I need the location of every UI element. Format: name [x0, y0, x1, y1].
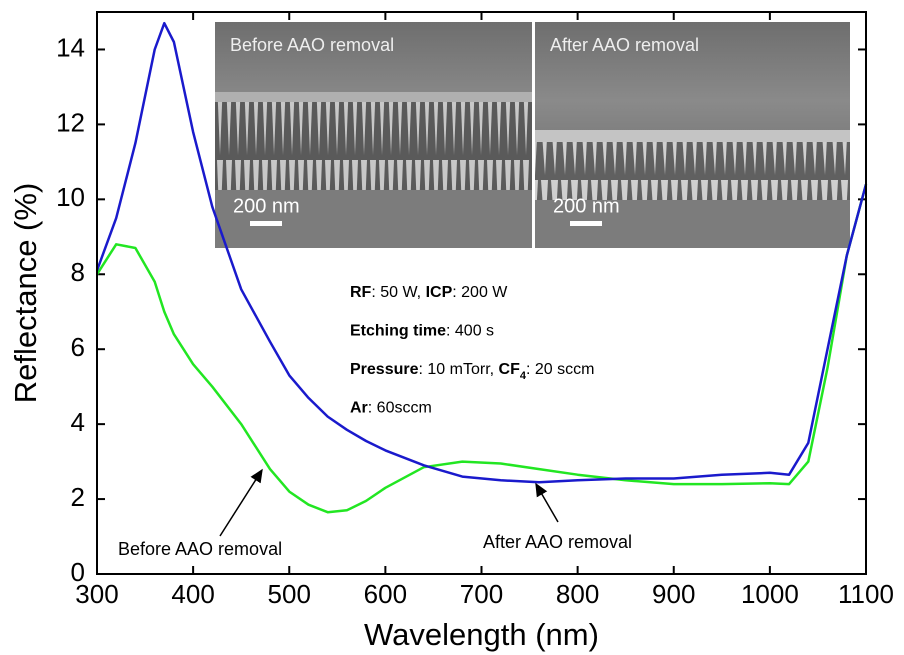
scale-label: 200 nm	[233, 195, 300, 217]
y-tick-label: 14	[56, 32, 85, 62]
inset-label: Before AAO removal	[230, 35, 394, 55]
condition-part: CF	[499, 361, 521, 378]
condition-line: Ar: 60sccm	[350, 400, 432, 417]
x-tick-label: 900	[652, 579, 695, 609]
plot-frame	[96, 11, 867, 575]
inset-image	[215, 22, 850, 248]
condition-part: : 20 sccm	[526, 361, 594, 378]
condition-part: Pressure	[350, 361, 419, 378]
x-axis-label: Wavelength (nm)	[364, 617, 599, 652]
scale-label: 200 nm	[553, 195, 620, 217]
condition-part: : 400 s	[446, 323, 494, 340]
inset-label: After AAO removal	[550, 35, 699, 55]
condition-part: 4	[520, 370, 527, 382]
x-tick-label: 600	[364, 579, 407, 609]
condition-line: RF: 50 W, ICP: 200 W	[350, 284, 508, 301]
x-tick-label: 1000	[741, 579, 799, 609]
line-series	[95, 21, 868, 484]
y-tick-label: 10	[56, 182, 85, 212]
x-tick-label: 300	[75, 579, 118, 609]
condition-line: Etching time: 400 s	[350, 323, 494, 340]
condition-part: RF	[350, 284, 372, 301]
condition-part: : 50 W,	[371, 284, 425, 301]
y-tick-label: 2	[71, 482, 85, 512]
y-tick-label: 0	[71, 557, 85, 587]
condition-part: : 10 mTorr,	[419, 361, 499, 378]
y-tick-label: 4	[71, 407, 85, 437]
x-tick-label: 800	[556, 579, 599, 609]
x-tick-label: 1100	[838, 579, 894, 609]
y-tick-label: 8	[71, 257, 85, 287]
series-label: After AAO removal	[483, 532, 632, 552]
condition-part: : 60sccm	[368, 400, 432, 417]
series-label: Before AAO removal	[118, 539, 282, 559]
arrow	[535, 482, 559, 523]
line-series	[95, 183, 868, 514]
arrow	[219, 468, 263, 537]
x-tick-label: 500	[268, 579, 311, 609]
x-tick-label: 400	[171, 579, 214, 609]
x-tick-label: 700	[460, 579, 503, 609]
condition-line: Pressure: 10 mTorr, CF4: 20 sccm	[350, 361, 594, 382]
y-axis-label: Reflectance (%)	[8, 183, 43, 404]
y-tick-label: 12	[56, 107, 85, 137]
condition-part: Etching time	[350, 323, 446, 340]
condition-part: : 200 W	[452, 284, 508, 301]
condition-part: ICP	[426, 284, 453, 301]
y-tick-label: 6	[71, 332, 85, 362]
condition-part: Ar	[350, 400, 368, 417]
